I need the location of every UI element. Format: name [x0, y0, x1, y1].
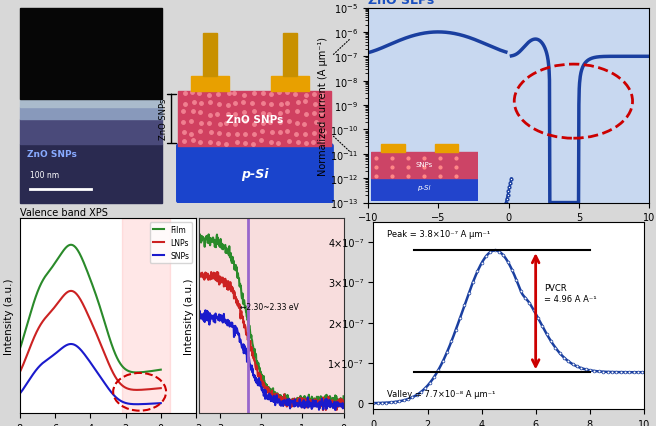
Legend: Film, LNPs, SNPs: Film, LNPs, SNPs — [150, 222, 192, 263]
Bar — [178, 92, 331, 147]
Bar — [20, 108, 162, 119]
LNPs — [133, 387, 141, 392]
Bar — [20, 145, 162, 203]
Film — [73, 248, 81, 253]
LNPs — [92, 332, 100, 337]
Line: SNPs: SNPs — [20, 344, 161, 404]
Line: LNPs: LNPs — [20, 291, 161, 390]
Text: Valence band XPS: Valence band XPS — [20, 208, 108, 218]
SNPs — [132, 402, 140, 407]
SNPs — [73, 344, 81, 349]
SNPs — [67, 342, 75, 347]
Bar — [283, 34, 297, 77]
SNPs — [133, 402, 140, 407]
SNPs — [120, 400, 128, 405]
Y-axis label: Intensity (a.u.): Intensity (a.u.) — [4, 278, 14, 354]
Text: ZnO SNPs: ZnO SNPs — [159, 99, 168, 140]
Bar — [20, 9, 162, 100]
Bar — [191, 77, 229, 92]
Bar — [203, 34, 216, 77]
Film — [50, 262, 58, 268]
Y-axis label: Normalized current (A μm⁻¹): Normalized current (A μm⁻¹) — [318, 37, 328, 175]
X-axis label: Voltage (V): Voltage (V) — [478, 228, 539, 238]
Film — [62, 245, 70, 250]
SNPs — [16, 391, 24, 397]
Film — [16, 347, 24, 352]
Text: p-Si: p-Si — [241, 167, 269, 180]
Film — [120, 366, 128, 371]
Film — [92, 295, 100, 300]
LNPs — [157, 386, 165, 391]
LNPs — [50, 305, 58, 311]
FancyBboxPatch shape — [176, 145, 333, 203]
LNPs — [132, 387, 140, 392]
Text: ZnO SNPs: ZnO SNPs — [226, 115, 283, 124]
SNPs — [62, 343, 70, 348]
Text: 100 nm: 100 nm — [30, 171, 59, 180]
Bar — [122, 219, 170, 413]
Film — [133, 370, 140, 375]
LNPs — [73, 293, 81, 298]
LNPs — [67, 289, 75, 294]
Line: Film: Film — [20, 245, 161, 373]
Text: ←2.30~2.33 eV: ←2.30~2.33 eV — [241, 302, 299, 311]
SNPs — [92, 369, 100, 374]
Text: ZnO SNPs: ZnO SNPs — [27, 150, 77, 159]
Film — [132, 370, 140, 375]
Text: ZnO SLPs: ZnO SLPs — [368, 0, 434, 7]
SNPs — [157, 400, 165, 406]
LNPs — [16, 370, 24, 375]
Bar — [270, 77, 309, 92]
Y-axis label: Intensity (a.u.): Intensity (a.u.) — [184, 278, 194, 354]
Bar — [20, 119, 162, 145]
LNPs — [62, 291, 70, 296]
SNPs — [50, 352, 58, 357]
Bar — [20, 100, 162, 108]
LNPs — [120, 385, 128, 390]
Film — [67, 243, 75, 248]
Film — [157, 367, 165, 372]
